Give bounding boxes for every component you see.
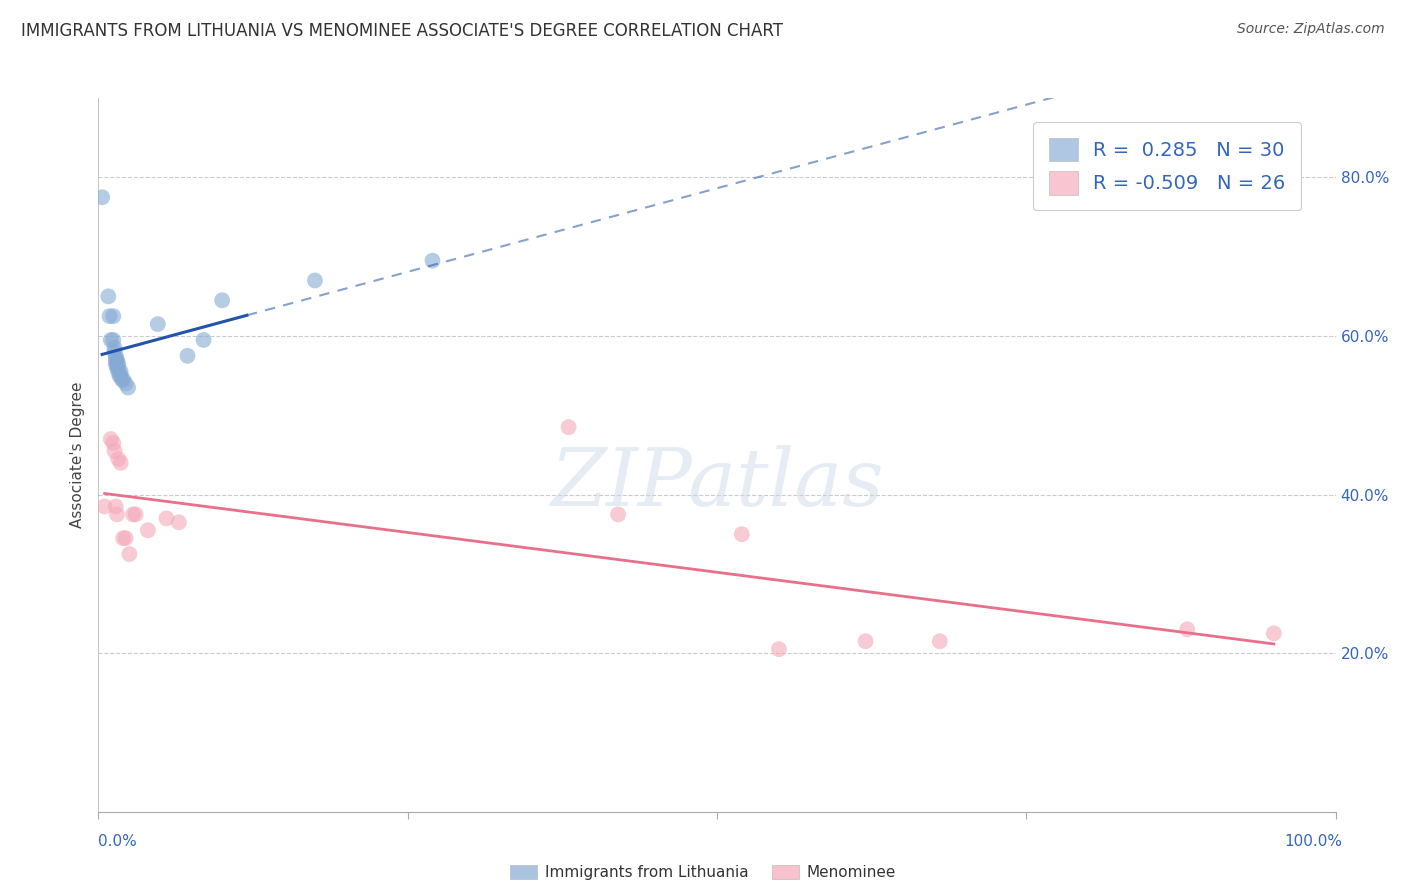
- Point: [110, 365, 132, 379]
- Point: [91, 190, 114, 204]
- Point: [105, 360, 128, 375]
- Point: [114, 531, 136, 545]
- Point: [103, 333, 125, 347]
- Point: [104, 352, 127, 367]
- Point: [97, 289, 120, 303]
- Point: [211, 293, 233, 308]
- Text: Source: ZipAtlas.com: Source: ZipAtlas.com: [1237, 22, 1385, 37]
- Point: [112, 531, 135, 545]
- Point: [928, 634, 950, 648]
- Y-axis label: Associate's Degree: Associate's Degree: [70, 382, 86, 528]
- Point: [110, 456, 132, 470]
- Point: [103, 444, 125, 458]
- Point: [107, 360, 129, 375]
- Point: [1175, 623, 1198, 637]
- Point: [768, 642, 790, 657]
- Point: [1263, 626, 1285, 640]
- Point: [93, 500, 115, 514]
- Point: [731, 527, 754, 541]
- Point: [855, 634, 877, 648]
- Point: [105, 357, 128, 371]
- Point: [176, 349, 198, 363]
- Point: [107, 365, 129, 379]
- Point: [422, 253, 444, 268]
- Point: [117, 380, 139, 394]
- Point: [105, 508, 128, 522]
- Point: [103, 341, 125, 355]
- Point: [304, 273, 326, 287]
- Point: [136, 523, 159, 537]
- Point: [103, 309, 125, 323]
- Point: [103, 436, 125, 450]
- Text: 100.0%: 100.0%: [1285, 834, 1343, 849]
- Point: [146, 317, 169, 331]
- Point: [105, 352, 128, 367]
- Point: [100, 333, 122, 347]
- Point: [110, 368, 132, 383]
- Point: [104, 357, 127, 371]
- Point: [98, 309, 121, 323]
- Legend: R =  0.285   N = 30, R = -0.509   N = 26: R = 0.285 N = 30, R = -0.509 N = 26: [1033, 122, 1301, 211]
- Point: [167, 516, 190, 530]
- Text: ZIPatlas: ZIPatlas: [550, 445, 884, 522]
- Point: [104, 349, 127, 363]
- Point: [193, 333, 215, 347]
- Point: [112, 373, 135, 387]
- Text: IMMIGRANTS FROM LITHUANIA VS MENOMINEE ASSOCIATE'S DEGREE CORRELATION CHART: IMMIGRANTS FROM LITHUANIA VS MENOMINEE A…: [21, 22, 783, 40]
- Point: [111, 373, 134, 387]
- Point: [107, 357, 129, 371]
- Legend: Immigrants from Lithuania, Menominee: Immigrants from Lithuania, Menominee: [510, 865, 896, 880]
- Point: [155, 511, 177, 525]
- Point: [107, 451, 129, 466]
- Point: [118, 547, 141, 561]
- Point: [104, 500, 127, 514]
- Point: [122, 508, 145, 522]
- Point: [100, 432, 122, 446]
- Point: [108, 368, 131, 383]
- Point: [114, 376, 136, 391]
- Point: [557, 420, 579, 434]
- Point: [103, 344, 125, 359]
- Text: 0.0%: 0.0%: [98, 834, 138, 849]
- Point: [607, 508, 630, 522]
- Point: [124, 508, 146, 522]
